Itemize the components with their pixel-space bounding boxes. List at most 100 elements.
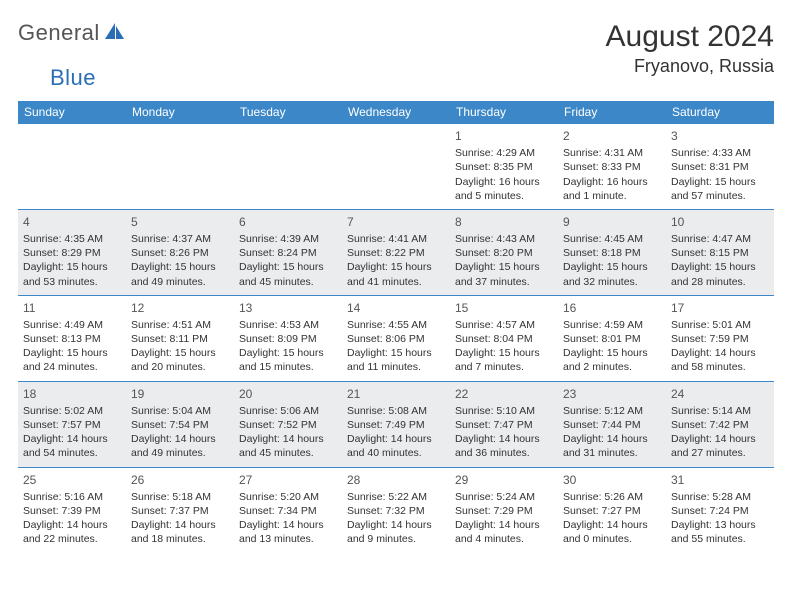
sunset-line: Sunset: 8:24 PM: [239, 246, 337, 260]
day-info: Sunrise: 5:28 AMSunset: 7:24 PMDaylight:…: [671, 490, 769, 547]
brand-general: General: [18, 20, 100, 46]
daylight-line: Daylight: 15 hours and 45 minutes.: [239, 260, 337, 288]
day-cell: 24 Sunrise: 5:14 AMSunset: 7:42 PMDayligh…: [666, 382, 774, 467]
sunset-line: Sunset: 8:01 PM: [563, 332, 661, 346]
day-info: Sunrise: 5:24 AMSunset: 7:29 PMDaylight:…: [455, 490, 553, 547]
dow-header: Thursday: [450, 101, 558, 123]
sunset-line: Sunset: 7:47 PM: [455, 418, 553, 432]
sunrise-line: Sunrise: 4:43 AM: [455, 232, 553, 246]
sunrise-line: Sunrise: 4:57 AM: [455, 318, 553, 332]
daylight-line: Daylight: 14 hours and 13 minutes.: [239, 518, 337, 546]
day-cell: 12Sunrise: 4:51 AMSunset: 8:11 PMDayligh…: [126, 296, 234, 381]
day-cell: 27 Sunrise: 5:20 AMSunset: 7:34 PMDayligh…: [234, 468, 342, 553]
day-info: Sunrise: 5:01 AMSunset: 7:59 PMDaylight:…: [671, 318, 769, 375]
day-info: Sunrise: 4:43 AMSunset: 8:20 PMDaylight:…: [455, 232, 553, 289]
daylight-line: Daylight: 15 hours and 24 minutes.: [23, 346, 121, 374]
day-info: Sunrise: 5:04 AMSunset: 7:54 PMDaylight:…: [131, 404, 229, 461]
day-cell: 20Sunrise: 5:06 AMSunset: 7:52 PMDayligh…: [234, 382, 342, 467]
sunrise-line: Sunrise: 5:08 AM: [347, 404, 445, 418]
day-number: 17: [671, 300, 769, 316]
sunset-line: Sunset: 8:20 PM: [455, 246, 553, 260]
daylight-line: Daylight: 14 hours and 31 minutes.: [563, 432, 661, 460]
daylight-line: Daylight: 15 hours and 15 minutes.: [239, 346, 337, 374]
dow-header: Wednesday: [342, 101, 450, 123]
daylight-line: Daylight: 16 hours and 1 minute.: [563, 175, 661, 203]
sunrise-line: Sunrise: 5:14 AM: [671, 404, 769, 418]
day-info: Sunrise: 4:53 AMSunset: 8:09 PMDaylight:…: [239, 318, 337, 375]
title-block: August 2024 Fryanovo, Russia: [606, 20, 774, 77]
sunset-line: Sunset: 8:11 PM: [131, 332, 229, 346]
sunset-line: Sunset: 7:54 PM: [131, 418, 229, 432]
day-number: 1: [455, 128, 553, 144]
day-number: 7: [347, 214, 445, 230]
day-info: Sunrise: 5:20 AMSunset: 7:34 PMDaylight:…: [239, 490, 337, 547]
calendar-page: General August 2024 Fryanovo, Russia Blu…: [0, 0, 792, 562]
calendar: SundayMondayTuesdayWednesdayThursdayFrid…: [18, 101, 774, 552]
day-info: Sunrise: 4:55 AMSunset: 8:06 PMDaylight:…: [347, 318, 445, 375]
sunrise-line: Sunrise: 5:20 AM: [239, 490, 337, 504]
brand-blue: Blue: [50, 65, 96, 90]
day-info: Sunrise: 4:57 AMSunset: 8:04 PMDaylight:…: [455, 318, 553, 375]
daylight-line: Daylight: 14 hours and 45 minutes.: [239, 432, 337, 460]
daylight-line: Daylight: 14 hours and 0 minutes.: [563, 518, 661, 546]
location: Fryanovo, Russia: [606, 56, 774, 77]
day-number: 27: [239, 472, 337, 488]
sunset-line: Sunset: 7:27 PM: [563, 504, 661, 518]
dow-header: Friday: [558, 101, 666, 123]
sunrise-line: Sunrise: 5:02 AM: [23, 404, 121, 418]
sunset-line: Sunset: 7:34 PM: [239, 504, 337, 518]
day-cell: 26Sunrise: 5:18 AMSunset: 7:37 PMDayligh…: [126, 468, 234, 553]
day-cell: 30Sunrise: 5:26 AMSunset: 7:27 PMDayligh…: [558, 468, 666, 553]
sunrise-line: Sunrise: 4:51 AM: [131, 318, 229, 332]
day-cell: .: [126, 124, 234, 209]
day-number: 13: [239, 300, 337, 316]
day-number: 5: [131, 214, 229, 230]
sunset-line: Sunset: 8:18 PM: [563, 246, 661, 260]
dow-row: SundayMondayTuesdayWednesdayThursdayFrid…: [18, 101, 774, 123]
day-info: Sunrise: 4:31 AMSunset: 8:33 PMDaylight:…: [563, 146, 661, 203]
daylight-line: Daylight: 15 hours and 20 minutes.: [131, 346, 229, 374]
day-info: Sunrise: 5:18 AMSunset: 7:37 PMDaylight:…: [131, 490, 229, 547]
dow-header: Sunday: [18, 101, 126, 123]
day-cell: 17 Sunrise: 5:01 AMSunset: 7:59 PMDayligh…: [666, 296, 774, 381]
daylight-line: Daylight: 14 hours and 18 minutes.: [131, 518, 229, 546]
day-info: Sunrise: 5:22 AMSunset: 7:32 PMDaylight:…: [347, 490, 445, 547]
day-cell: 18Sunrise: 5:02 AMSunset: 7:57 PMDayligh…: [18, 382, 126, 467]
sunrise-line: Sunrise: 4:33 AM: [671, 146, 769, 160]
daylight-line: Daylight: 15 hours and 57 minutes.: [671, 175, 769, 203]
day-number: 15: [455, 300, 553, 316]
daylight-line: Daylight: 15 hours and 11 minutes.: [347, 346, 445, 374]
day-number: 6: [239, 214, 337, 230]
day-cell: 1Sunrise: 4:29 AMSunset: 8:35 PMDaylight…: [450, 124, 558, 209]
sunrise-line: Sunrise: 5:24 AM: [455, 490, 553, 504]
day-cell: 25Sunrise: 5:16 AMSunset: 7:39 PMDayligh…: [18, 468, 126, 553]
sunset-line: Sunset: 7:57 PM: [23, 418, 121, 432]
day-cell: 5Sunrise: 4:37 AMSunset: 8:26 PMDaylight…: [126, 210, 234, 295]
sunrise-line: Sunrise: 5:28 AM: [671, 490, 769, 504]
day-number: 10: [671, 214, 769, 230]
daylight-line: Daylight: 15 hours and 28 minutes.: [671, 260, 769, 288]
sunrise-line: Sunrise: 5:22 AM: [347, 490, 445, 504]
sunrise-line: Sunrise: 5:10 AM: [455, 404, 553, 418]
day-number: 24: [671, 386, 769, 402]
sunrise-line: Sunrise: 4:29 AM: [455, 146, 553, 160]
daylight-line: Daylight: 14 hours and 9 minutes.: [347, 518, 445, 546]
sunrise-line: Sunrise: 5:06 AM: [239, 404, 337, 418]
day-cell: 31Sunrise: 5:28 AMSunset: 7:24 PMDayligh…: [666, 468, 774, 553]
day-number: 9: [563, 214, 661, 230]
daylight-line: Daylight: 14 hours and 40 minutes.: [347, 432, 445, 460]
dow-header: Monday: [126, 101, 234, 123]
daylight-line: Daylight: 15 hours and 37 minutes.: [455, 260, 553, 288]
day-cell: 14Sunrise: 4:55 AMSunset: 8:06 PMDayligh…: [342, 296, 450, 381]
day-number: 16: [563, 300, 661, 316]
day-cell: 21Sunrise: 5:08 AMSunset: 7:49 PMDayligh…: [342, 382, 450, 467]
day-cell: 8Sunrise: 4:43 AMSunset: 8:20 PMDaylight…: [450, 210, 558, 295]
day-number: 23: [563, 386, 661, 402]
daylight-line: Daylight: 14 hours and 27 minutes.: [671, 432, 769, 460]
day-info: Sunrise: 5:08 AMSunset: 7:49 PMDaylight:…: [347, 404, 445, 461]
day-info: Sunrise: 4:41 AMSunset: 8:22 PMDaylight:…: [347, 232, 445, 289]
sunset-line: Sunset: 8:22 PM: [347, 246, 445, 260]
daylight-line: Daylight: 15 hours and 49 minutes.: [131, 260, 229, 288]
sunset-line: Sunset: 7:42 PM: [671, 418, 769, 432]
day-info: Sunrise: 4:59 AMSunset: 8:01 PMDaylight:…: [563, 318, 661, 375]
